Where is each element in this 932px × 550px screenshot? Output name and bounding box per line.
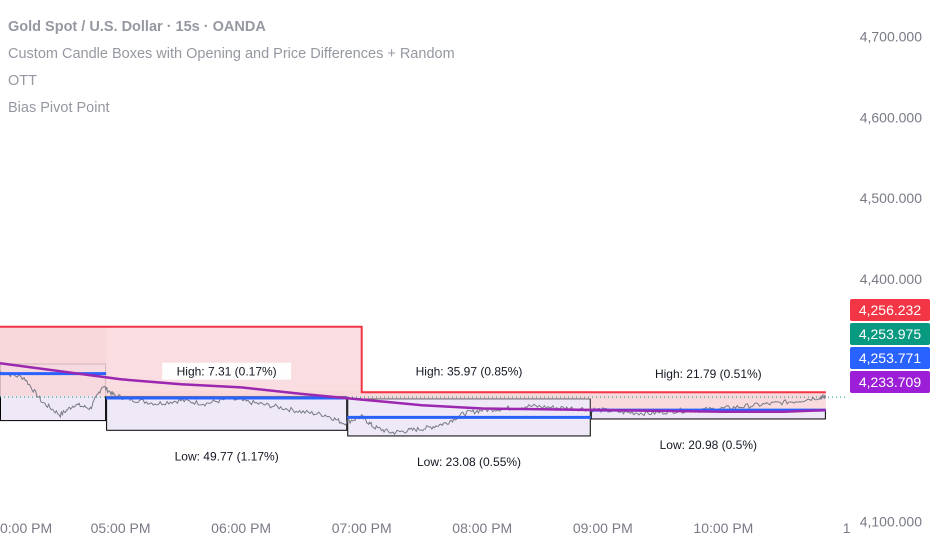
x-tick-label: 0:00 PM: [0, 520, 52, 536]
price-tags-layer: 4,256.232 4,253.975 4,253.771 4,233.709: [850, 299, 930, 393]
box-low-label: Low: 23.08 (0.55%): [417, 455, 521, 469]
high-label-bg: [162, 362, 292, 380]
box-high-label: High: 21.79 (0.51%): [655, 367, 762, 381]
y-tick-label: 4,700.000: [860, 28, 922, 44]
price-tag: [850, 323, 930, 345]
x-tick-label: 06:00 PM: [211, 520, 271, 536]
box-labels-layer: High: 7.31 (0.17%) Low: 49.77 (1.17%) High…: [162, 362, 777, 469]
price-tag: [850, 347, 930, 369]
high-label-bg: [401, 362, 537, 380]
price-tag: [850, 299, 930, 321]
price-tag-label: 4,253.771: [859, 350, 921, 366]
indicator-legend-bias-pivot[interactable]: Bias Pivot Point: [8, 100, 110, 116]
time-axis[interactable]: 0:00 PM 05:00 PM 06:00 PM 07:00 PM 08:00 PM 0…: [0, 520, 851, 536]
price-tag-label: 4,233.709: [859, 374, 921, 390]
price-tag: [850, 371, 930, 393]
indicator-lines-layer: [0, 325, 848, 436]
price-tag-label: 4,253.975: [859, 326, 921, 342]
x-tick-label: 05:00 PM: [91, 520, 151, 536]
high-label-bg: [640, 365, 777, 383]
y-tick-label: 4,100.000: [860, 514, 922, 530]
y-tick-label: 4,600.000: [860, 109, 922, 125]
x-tick-label: 07:00 PM: [332, 520, 392, 536]
box-lower-fill: [106, 396, 348, 431]
x-tick-label: 1: [843, 520, 851, 536]
box-low-label: Low: 20.98 (0.5%): [660, 438, 757, 452]
box-low-label: Low: 49.77 (1.17%): [175, 449, 279, 463]
ott-line: [0, 361, 826, 413]
indicator-legend-candle-boxes[interactable]: Custom Candle Boxes with Opening and Pri…: [8, 46, 455, 62]
x-tick-label: 08:00 PM: [452, 520, 512, 536]
box-lower-fill: [590, 410, 826, 419]
high-range-line: [0, 325, 826, 394]
indicator-legend-ott[interactable]: OTT: [8, 73, 37, 89]
box-high-label: High: 35.97 (0.85%): [416, 365, 523, 379]
price-series-line: [0, 371, 827, 436]
box-high-label: High: 7.31 (0.17%): [177, 365, 277, 379]
y-tick-label: 4,400.000: [860, 271, 922, 287]
range-shade: [0, 326, 362, 397]
chart-legend: Gold Spot / U.S. Dollar · 15s · OANDA Cu…: [8, 14, 455, 122]
price-axis[interactable]: 4,700.000 4,600.000 4,500.000 4,400.000 4,10…: [860, 28, 922, 529]
symbol-title[interactable]: Gold Spot / U.S. Dollar · 15s · OANDA: [8, 19, 266, 35]
price-tag-label: 4,256.232: [859, 302, 921, 318]
x-tick-label: 10:00 PM: [693, 520, 753, 536]
y-tick-label: 4,500.000: [860, 190, 922, 206]
range-shade: [361, 392, 826, 399]
x-tick-label: 09:00 PM: [573, 520, 633, 536]
